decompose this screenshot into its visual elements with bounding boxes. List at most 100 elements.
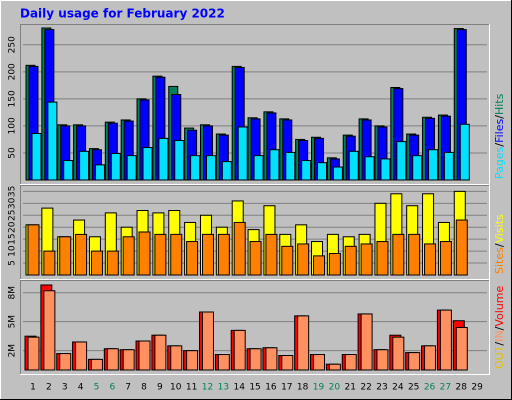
bar (265, 347, 278, 371)
bar (47, 101, 58, 181)
bar (297, 243, 310, 276)
bar (158, 137, 169, 181)
bar (265, 233, 278, 276)
x-tick-label: 7 (125, 383, 131, 393)
bar (285, 151, 296, 181)
bar (360, 243, 373, 276)
bar (43, 250, 56, 276)
bar (424, 243, 437, 276)
bar (392, 233, 405, 276)
legend-item: Pages (493, 146, 506, 179)
legend-item: Sites (493, 247, 506, 274)
bar (344, 354, 357, 371)
x-tick-label: 26 (424, 383, 436, 393)
bar (75, 233, 88, 276)
bar (217, 233, 230, 276)
y-tick-label: 5 (8, 260, 18, 266)
y-tick-label: 5M (8, 315, 18, 329)
x-tick-label: 15 (249, 383, 260, 393)
x-tick-label: 29 (471, 383, 483, 393)
bar (439, 241, 452, 276)
y-tick-label: 150 (8, 90, 18, 107)
y-tick-label: 200 (8, 63, 18, 80)
x-tick-label: 1 (30, 383, 36, 393)
bar (408, 233, 421, 276)
bar (170, 233, 183, 276)
bar (201, 233, 214, 276)
y-tick-label: 30 (8, 197, 18, 209)
x-tick-label: 21 (345, 383, 356, 393)
bar (233, 329, 246, 371)
legend-separator: / (493, 326, 506, 330)
bar (443, 151, 454, 181)
x-tick-label: 3 (62, 383, 68, 393)
bar (424, 345, 437, 371)
x-tick-label: 25 (408, 383, 419, 393)
bar (380, 158, 391, 181)
bar (79, 150, 90, 181)
x-tick-label: 16 (265, 383, 277, 393)
y-tick-label: 25 (8, 210, 18, 221)
bar (94, 164, 105, 181)
y-tick-label: 100 (8, 117, 18, 134)
bar (360, 313, 373, 371)
bar (142, 147, 153, 181)
x-tick-label: 14 (233, 383, 245, 393)
legend: OUT/IN/Volume (493, 285, 506, 369)
x-tick-label: 22 (360, 383, 371, 393)
bar (281, 245, 294, 276)
y-tick-label: 250 (8, 36, 18, 53)
bar (332, 166, 343, 181)
legend: Pages/Files/Hits (493, 93, 506, 179)
bar (269, 149, 280, 181)
bar (154, 233, 167, 276)
bar (106, 348, 119, 371)
x-tick-label: 10 (170, 383, 182, 393)
legend-item: Files (493, 118, 506, 142)
bar (301, 160, 312, 181)
x-tick-label: 11 (186, 383, 197, 393)
bar (249, 241, 262, 276)
x-tick-label: 2 (46, 383, 52, 393)
y-tick-label: 50 (8, 147, 18, 159)
bar (221, 161, 232, 181)
x-tick-label: 27 (440, 383, 451, 393)
bar (90, 358, 103, 371)
bar (59, 353, 72, 371)
bar (249, 348, 262, 371)
legend-item: Hits (493, 93, 506, 115)
bar (138, 340, 151, 371)
bar (412, 155, 423, 181)
legend: Sites/Visits (493, 214, 506, 274)
chart-title: Daily usage for February 2022 (20, 7, 225, 21)
bar (205, 155, 216, 181)
y-tick-label: 15 (8, 233, 18, 244)
x-tick-label: 23 (376, 383, 387, 393)
y-tick-label: 20 (8, 221, 18, 233)
bar (186, 241, 199, 276)
bar (190, 155, 201, 181)
bar (170, 345, 183, 371)
bar (317, 162, 328, 181)
x-tick-label: 5 (94, 383, 100, 393)
bar (455, 326, 468, 371)
bar (59, 236, 72, 276)
legend-item: Volume (493, 285, 506, 326)
x-tick-label: 6 (109, 383, 115, 393)
y-tick-label: 35 (8, 186, 18, 197)
bar (31, 132, 42, 181)
bar (328, 253, 341, 276)
x-tick-label: 24 (392, 383, 404, 393)
legend-separator: / (493, 115, 506, 119)
bar (396, 141, 407, 181)
bar (233, 221, 246, 276)
bar (186, 350, 199, 371)
bar (313, 255, 326, 276)
bar (43, 290, 56, 371)
legend-separator: / (493, 342, 506, 346)
bar (138, 231, 151, 276)
bar (428, 149, 439, 181)
legend-item: IN (493, 330, 506, 341)
bar (27, 224, 40, 276)
